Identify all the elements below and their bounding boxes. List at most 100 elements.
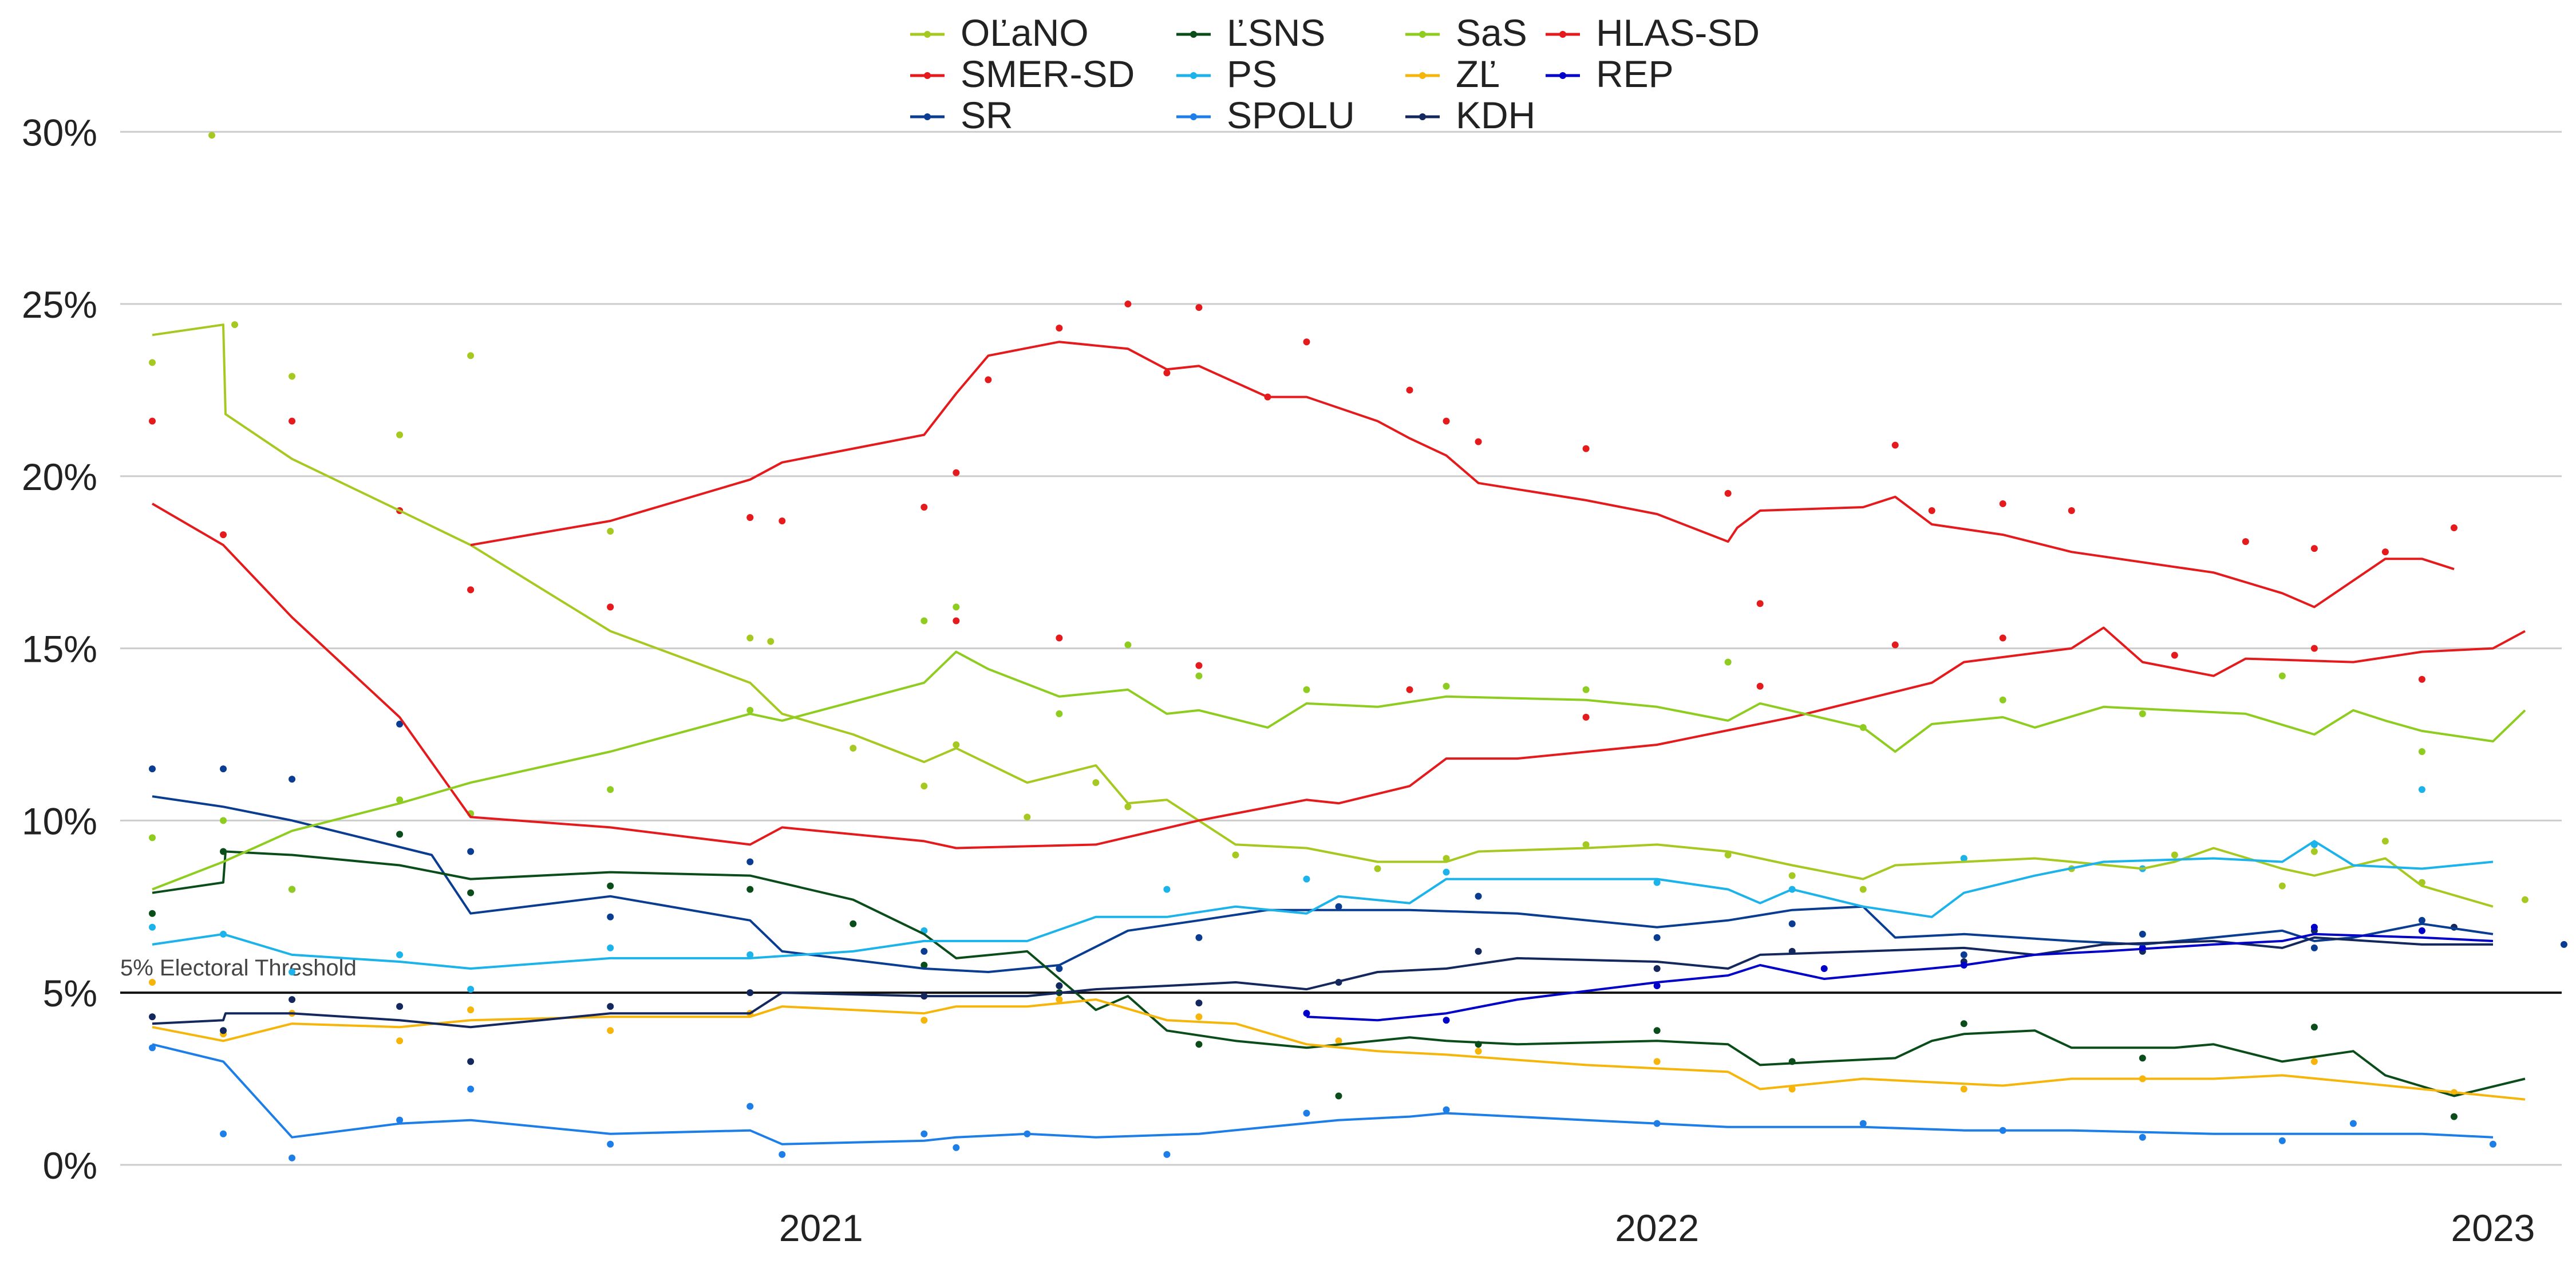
poll-point-zl [1653,1058,1661,1065]
poll-point-spolu [2349,1120,2357,1127]
poll-point-smer-sd [1195,304,1203,311]
legend-item-lsns: ĽSNS [1176,11,1325,54]
poll-point-olano [1124,803,1132,811]
poll-point-smer-sd [2242,538,2249,546]
poll-point-olano [467,352,475,359]
legend-item-rep: REP [1546,53,1674,95]
legend-label: ĽSNS [1227,11,1325,54]
legend-label: PS [1227,53,1277,95]
poll-point-sas [607,786,614,793]
poll-point-ps [1443,868,1450,876]
poll-point-zl [1475,1048,1482,1055]
poll-point-spolu [1443,1106,1450,1113]
poll-point-olano [231,321,239,329]
legend-marker [1190,113,1197,120]
poll-point-sr [1056,965,1063,972]
poll-point-sas [1582,686,1590,693]
trend-line-smer-sd [151,503,2526,850]
legend-item-olano: OĽaNO [910,11,1089,54]
poll-point-smer-sd [2450,524,2458,532]
poll-point-lsns [2450,1113,2458,1120]
legend-label: SPOLU [1227,94,1355,136]
grid-lines [120,131,2562,1166]
poll-point-sr [289,776,296,783]
poll-point-smer-sd [1999,500,2006,507]
legend-item-sr: SR [910,94,1013,136]
poll-point-zl [1195,1013,1203,1021]
poll-point-zl [1788,1085,1796,1093]
poll-point-ps [1653,879,1661,886]
poll-point-ps [1163,886,1171,893]
trend-line-olano [152,323,2494,908]
poll-point-zl [1960,1085,1967,1093]
poll-point-sas [2139,710,2146,717]
poll-point-hlas-sd [746,514,754,521]
poll-point-olano [208,132,216,139]
y-tick-label: 25% [22,283,97,326]
poll-point-smer-sd [289,417,296,425]
poll-point-sr [2139,930,2146,938]
poll-point-lsns [2139,1054,2146,1062]
poll-point-lsns [1335,1092,1342,1100]
poll-point-olano [2278,882,2286,890]
poll-point-sas [920,617,928,625]
x-tick-label: 2021 [779,1207,863,1249]
legend-label: SaS [1456,11,1527,54]
poll-point-smer-sd [2310,545,2318,552]
y-tick-label: 30% [22,111,97,153]
poll-point-smer-sd [1303,338,1310,346]
poll-point-smer-sd [1163,369,1171,377]
poll-point-rep [1443,1017,1450,1024]
poll-point-sas [1056,710,1063,717]
trend-line-sr [152,795,2494,973]
poll-point-rep [1820,965,1828,972]
poll-point-olano [850,745,857,752]
y-tick-label: 5% [43,972,97,1014]
legend-label: OĽaNO [961,11,1089,54]
poll-point-hlas-sd [1056,634,1063,642]
poll-point-ps [2418,786,2425,793]
x-tick-label: 2022 [1615,1207,1699,1249]
poll-point-sas [1999,696,2006,704]
y-tick-label: 15% [22,628,97,670]
poll-point-sr [2310,944,2318,951]
legend-marker [1419,113,1426,120]
poll-point-ps [396,951,404,958]
poll-point-lsns [467,889,475,896]
y-tick-label: 20% [22,456,97,498]
trend-line-zl [152,998,2526,1101]
legend-marker [1190,72,1197,79]
poll-point-lsns [1653,1027,1661,1034]
poll-point-lsns [396,831,404,838]
poll-point-olano [1374,865,1381,872]
legend-marker [1419,72,1426,79]
poll-point-sr [2418,916,2425,924]
poll-point-smer-sd [1443,417,1450,425]
poll-point-spolu [149,1044,156,1052]
legend-item-kdh: KDH [1405,94,1535,136]
poll-point-kdh [746,989,754,997]
poll-point-olano [1024,813,1031,821]
poll-point-zl [467,1006,475,1014]
trend-lines [151,323,2526,1145]
poll-point-smer-sd [1406,386,1413,394]
x-axis: 2021 2022 2023 [779,1207,2535,1249]
poll-point-hlas-sd [607,603,614,611]
poll-point-spolu [2278,1137,2286,1144]
poll-point-hlas-sd [2171,651,2178,659]
poll-point-sr [1195,934,1203,941]
poll-point-hlas-sd [1406,686,1413,693]
poll-point-spolu [2139,1133,2146,1141]
trend-line-hlas-sd [470,341,2455,609]
legend-item-spolu: SPOLU [1176,94,1355,136]
legend-label: HLAS-SD [1596,11,1760,54]
poll-point-hlas-sd [467,586,475,594]
poll-point-lsns [1195,1041,1203,1048]
legend: OĽaNO ĽSNS SaS HLAS-SD SMER-SD PS ZĽ REP SR SPOLU… [910,11,1760,136]
poll-point-olano [1788,872,1796,879]
trend-line-kdh [152,936,2493,1029]
trend-line-rep [1306,933,2494,1022]
legend-item-sas: SaS [1405,11,1527,54]
poll-point-olano [1232,851,1239,859]
